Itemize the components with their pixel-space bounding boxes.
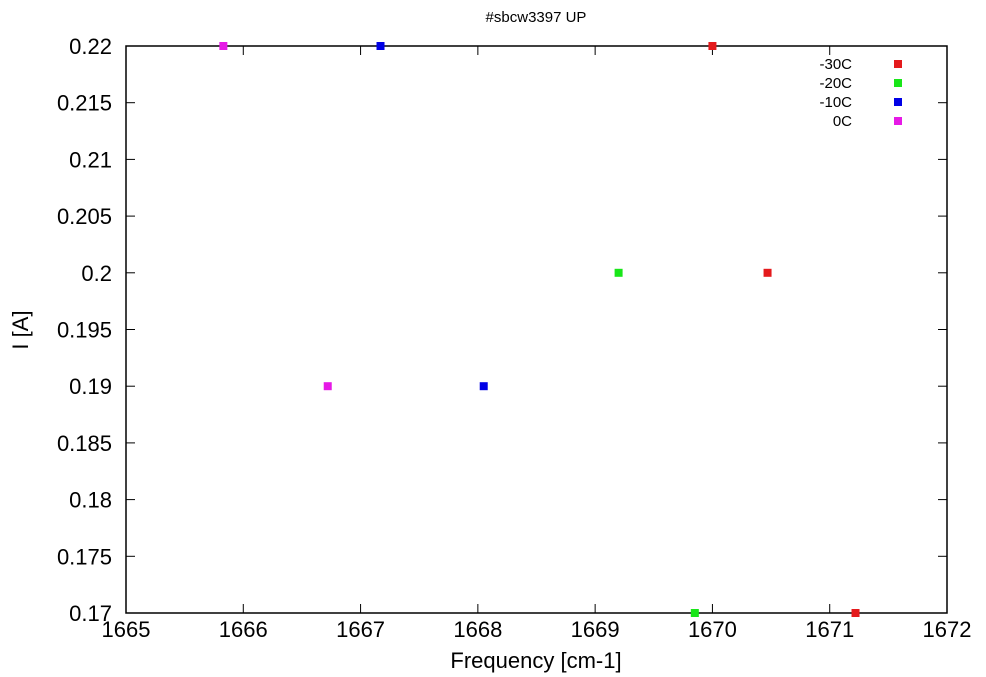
x-tick-label: 1666 xyxy=(219,617,268,642)
legend-label: 0C xyxy=(833,113,852,130)
y-tick-label: 0.18 xyxy=(69,488,112,513)
legend-marker xyxy=(894,79,902,87)
x-axis: 1665 1666 1667 1668 1669 1670 1671 1672 xyxy=(102,46,972,642)
chart-title: #sbcw3397 UP xyxy=(486,9,587,26)
y-tick-label: 0.17 xyxy=(69,601,112,626)
legend-marker xyxy=(894,117,902,125)
y-tick-label: 0.185 xyxy=(57,431,112,456)
data-point xyxy=(763,268,772,277)
y-tick-label: 0.205 xyxy=(57,204,112,229)
x-tick-label: 1669 xyxy=(571,617,620,642)
data-point xyxy=(708,42,717,50)
data-point xyxy=(219,42,228,50)
legend-marker xyxy=(894,98,902,106)
y-tick-label: 0.215 xyxy=(57,91,112,116)
data-points xyxy=(219,42,860,617)
y-axis-title: I [A] xyxy=(8,310,33,349)
y-tick-label: 0.21 xyxy=(69,147,112,172)
x-tick-label: 1670 xyxy=(688,617,737,642)
x-axis-title: Frequency [cm-1] xyxy=(450,648,621,673)
legend-label: -30C xyxy=(819,56,852,73)
y-tick-label: 0.175 xyxy=(57,544,112,569)
y-tick-label: 0.195 xyxy=(57,318,112,343)
data-point xyxy=(323,382,332,391)
x-tick-label: 1668 xyxy=(453,617,502,642)
legend-label: -20C xyxy=(819,75,852,92)
y-axis: 0.17 0.175 0.18 0.185 0.19 0.195 0.2 0.205 0.21 0… xyxy=(57,34,947,626)
plot-frame xyxy=(125,45,948,614)
data-point xyxy=(614,268,623,277)
legend-label: -10C xyxy=(819,94,852,111)
x-tick-label: 1667 xyxy=(336,617,385,642)
legend-marker xyxy=(894,60,902,68)
y-tick-label: 0.19 xyxy=(69,374,112,399)
x-tick-label: 1672 xyxy=(923,617,972,642)
x-tick-label: 1671 xyxy=(805,617,854,642)
y-tick-label: 0.2 xyxy=(81,261,112,286)
data-point xyxy=(851,609,860,617)
data-point xyxy=(690,609,699,617)
y-tick-label: 0.22 xyxy=(69,34,112,59)
data-point xyxy=(479,382,488,391)
data-point xyxy=(376,42,385,50)
x-tick-label: 1665 xyxy=(102,617,151,642)
legend: -30C -20C -10C 0C xyxy=(819,56,902,130)
